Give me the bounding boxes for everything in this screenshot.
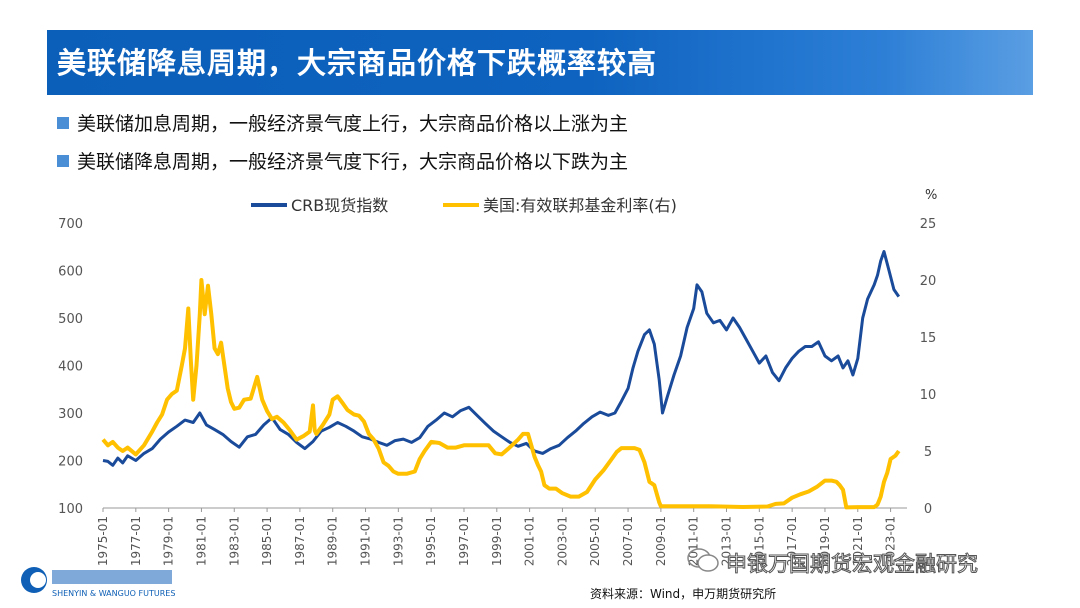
x-tick-label: 2005-01 bbox=[588, 516, 602, 566]
x-tick-label: 2021-01 bbox=[851, 516, 865, 566]
crb-index-line bbox=[102, 250, 901, 467]
left-y-tick-label: 500 bbox=[58, 312, 83, 327]
left-y-tick-label: 100 bbox=[58, 502, 83, 517]
x-tick-label: 1997-01 bbox=[457, 516, 471, 566]
right-y-tick-label: 15 bbox=[920, 331, 937, 346]
left-y-tick-label: 400 bbox=[58, 360, 83, 375]
bullet-square-icon bbox=[57, 155, 69, 167]
left-y-tick-label: 200 bbox=[58, 455, 83, 470]
left-y-tick-label: 700 bbox=[58, 217, 83, 232]
right-y-tick-label: 5 bbox=[924, 445, 932, 460]
x-tick-label: 2003-01 bbox=[555, 516, 569, 566]
right-y-tick-label: 10 bbox=[920, 388, 937, 403]
right-y-tick-label: 20 bbox=[920, 274, 937, 289]
x-tick-label: 2007-01 bbox=[621, 516, 635, 566]
x-tick-label: 1995-01 bbox=[424, 516, 438, 566]
bullet-square-icon bbox=[57, 117, 69, 129]
bullet-item-2: 美联储降息周期，一般经济景气度下行，大宗商品价格以下跌为主 bbox=[57, 147, 628, 174]
x-tick-label: 2009-01 bbox=[654, 516, 668, 566]
x-tick-label: 1991-01 bbox=[359, 516, 373, 566]
chart-series bbox=[101, 250, 901, 510]
legend-crb-label: CRB现货指数 bbox=[291, 196, 388, 215]
page-title: 美联储降息周期，大宗商品价格下跌概率较高 bbox=[57, 46, 658, 80]
x-tick-label: 1977-01 bbox=[129, 516, 143, 566]
x-tick-label: 1989-01 bbox=[326, 516, 340, 566]
x-tick-label: 1985-01 bbox=[260, 516, 274, 566]
x-tick-label: 2023-01 bbox=[884, 516, 898, 566]
wechat-icon bbox=[687, 548, 719, 572]
legend-fedfunds-label: 美国:有效联邦基金利率(右) bbox=[483, 196, 677, 215]
x-tick-label: 1981-01 bbox=[194, 516, 208, 566]
x-tick-label: 1983-01 bbox=[227, 516, 241, 566]
x-tick-label: 1999-01 bbox=[490, 516, 504, 566]
x-tick-label: 2001-01 bbox=[523, 516, 537, 566]
x-tick-label: 1987-01 bbox=[293, 516, 307, 566]
x-tick-label: 2013-01 bbox=[720, 516, 734, 566]
x-tick-label: 2017-01 bbox=[785, 516, 799, 566]
x-tick-label: 2015-01 bbox=[752, 516, 766, 566]
company-logo: SHENYIN & WANGUO FUTURES bbox=[21, 567, 175, 598]
left-y-tick-label: 600 bbox=[58, 265, 83, 280]
chart-legend: CRB现货指数 美国:有效联邦基金利率(右) bbox=[251, 196, 677, 215]
x-tick-label: 2019-01 bbox=[818, 516, 832, 566]
right-axis-unit: % bbox=[925, 188, 937, 203]
logo-subtitle: SHENYIN & WANGUO FUTURES bbox=[52, 589, 175, 598]
right-y-tick-label: 0 bbox=[924, 502, 932, 517]
title-banner: 美联储降息周期，大宗商品价格下跌概率较高 bbox=[47, 30, 1033, 95]
bullet-item-1: 美联储加息周期，一般经济景气度上行，大宗商品价格以上涨为主 bbox=[57, 109, 628, 136]
left-y-tick-label: 300 bbox=[58, 407, 83, 422]
right-y-tick-label: 25 bbox=[920, 217, 937, 232]
fed-funds-rate-line bbox=[101, 278, 901, 510]
bullet-text-2: 美联储降息周期，一般经济景气度下行，大宗商品价格以下跌为主 bbox=[77, 151, 629, 173]
watermark-text: 申银万国期货宏观金融研究 bbox=[726, 552, 979, 577]
bullet-text-1: 美联储加息周期，一般经济景气度上行，大宗商品价格以上涨为主 bbox=[77, 113, 629, 135]
x-tick-label: 1979-01 bbox=[162, 516, 176, 566]
x-tick-label: 1993-01 bbox=[391, 516, 405, 566]
source-note: 资料来源：Wind，申万期货研究所 bbox=[590, 587, 777, 601]
x-tick-label: 1975-01 bbox=[96, 516, 110, 566]
wechat-watermark: 申银万国期货宏观金融研究 bbox=[686, 546, 1056, 577]
chart-axes: 100 200 300 400 500 600 700 0 5 10 15 20 25 1975-01 19… bbox=[58, 217, 936, 566]
